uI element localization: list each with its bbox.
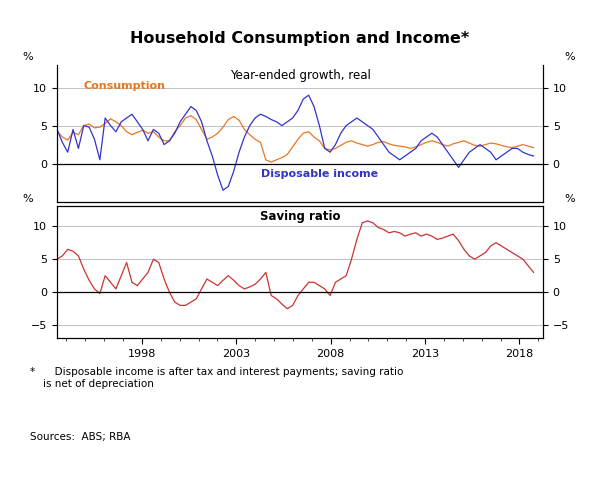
Text: Sources:  ABS; RBA: Sources: ABS; RBA — [30, 432, 131, 442]
Text: %: % — [23, 194, 33, 204]
Text: *      Disposable income is after tax and interest payments; saving ratio
    is: * Disposable income is after tax and int… — [30, 367, 403, 389]
Text: Saving ratio: Saving ratio — [260, 210, 340, 223]
Text: Consumption: Consumption — [84, 82, 166, 91]
Text: Household Consumption and Income*: Household Consumption and Income* — [130, 31, 470, 46]
Text: %: % — [23, 52, 33, 62]
Text: %: % — [565, 52, 575, 62]
Text: Disposable income: Disposable income — [261, 169, 378, 179]
Text: %: % — [565, 194, 575, 204]
Text: Year-ended growth, real: Year-ended growth, real — [230, 69, 370, 82]
